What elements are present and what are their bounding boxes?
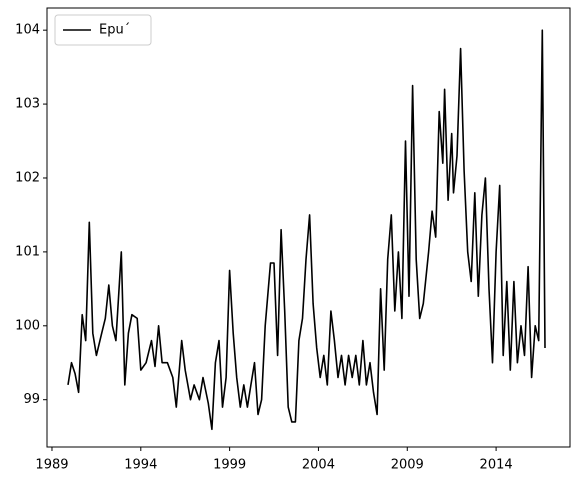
x-tick-label: 1999 <box>213 458 246 473</box>
y-tick-label: 100 <box>15 318 40 333</box>
legend-box <box>54 14 152 46</box>
y-tick-label: 102 <box>15 170 40 185</box>
x-tick-label: 2009 <box>391 458 424 473</box>
x-tick-label: 1989 <box>35 458 68 473</box>
x-tick-label: 1994 <box>124 458 157 473</box>
legend-label: Epu´ <box>99 23 130 38</box>
y-tick-label: 99 <box>23 392 40 407</box>
y-tick-label: 103 <box>15 97 40 112</box>
y-tick-label: 104 <box>15 23 40 38</box>
y-tick-label: 101 <box>15 244 40 259</box>
x-tick-label: 2014 <box>480 458 513 473</box>
plot-frame <box>46 7 571 448</box>
data-line <box>67 29 546 431</box>
x-tick-label: 2004 <box>302 458 335 473</box>
